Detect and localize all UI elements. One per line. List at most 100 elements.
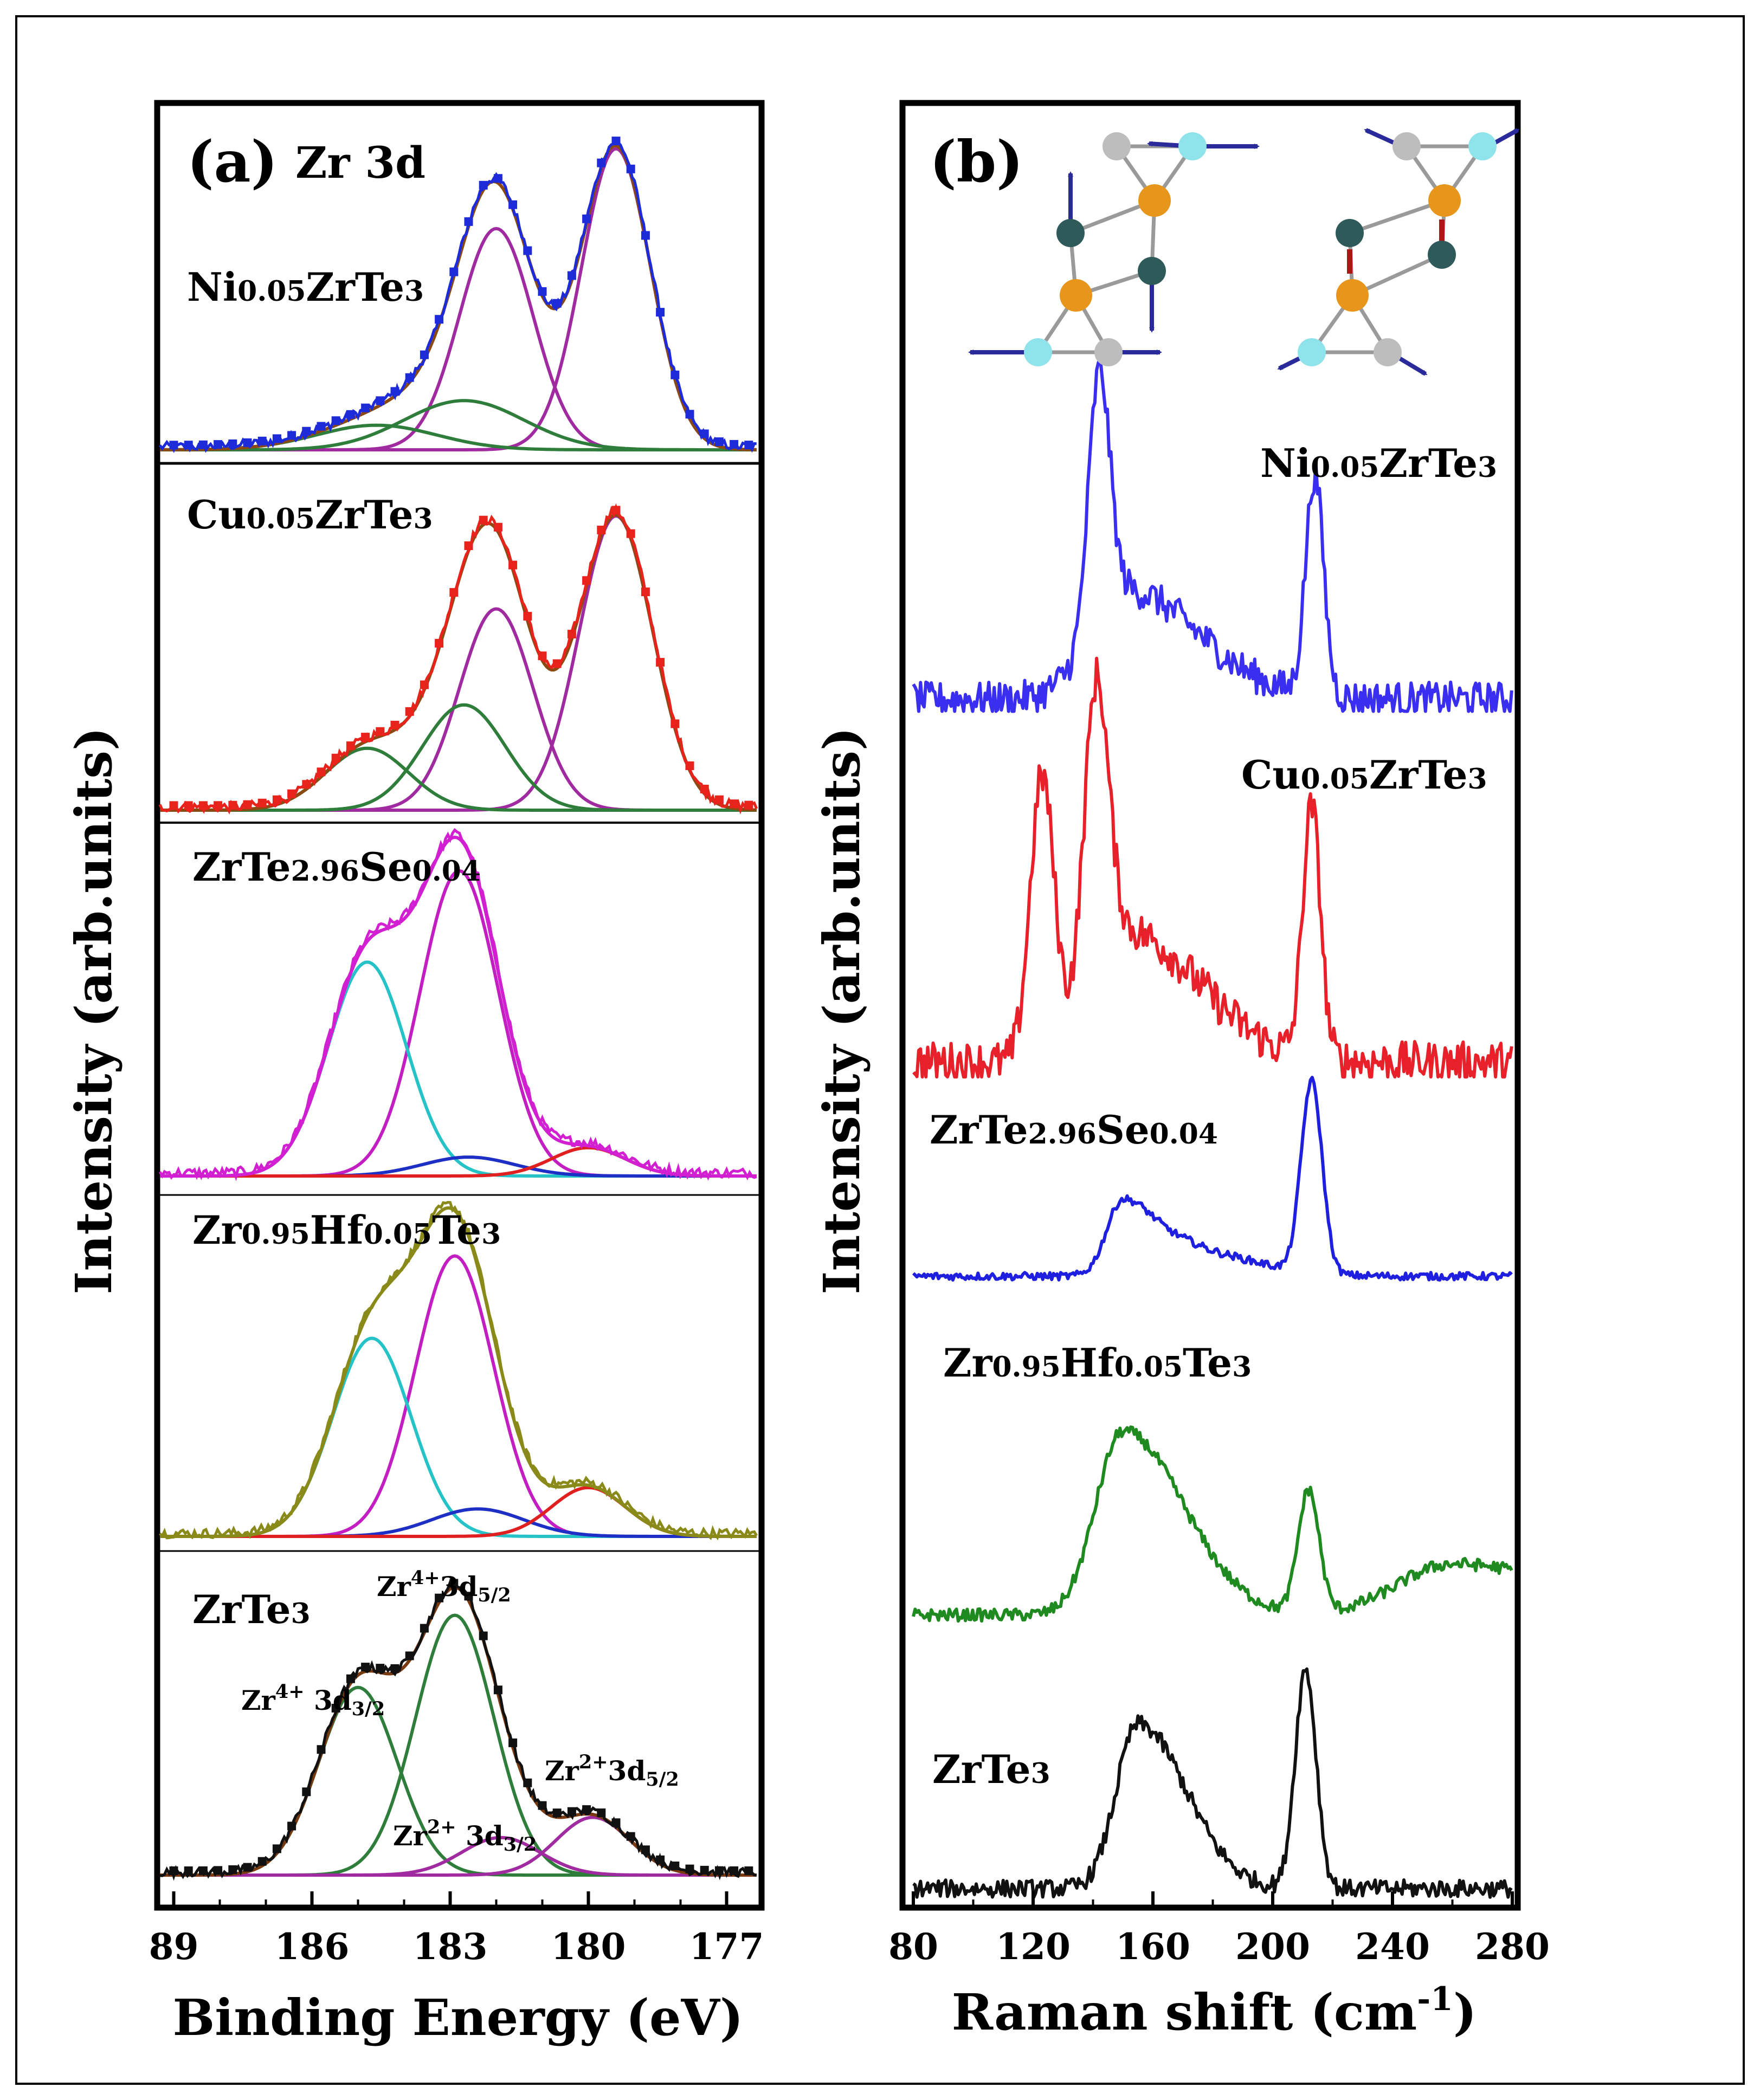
xps-spectrum: Ni0.05ZrTe3 [158,137,757,454]
sample-base: Zr [192,1207,242,1253]
data-marker [405,1651,414,1660]
data-marker [317,422,326,431]
data-marker [685,761,694,770]
data-marker [582,214,591,223]
data-marker [479,180,488,190]
data-marker [228,439,237,448]
sample-label: Zr0.95Hf0.05Te3 [943,1340,1252,1386]
data-marker [198,440,208,449]
panel-b-xlabel-main: Raman shift (cm [952,1983,1417,2041]
data-marker [376,396,385,405]
raman-trace [912,656,1513,1079]
data-marker [257,1857,267,1866]
data-marker [700,429,709,438]
data-marker [449,1579,459,1588]
data-marker [405,707,414,716]
sample-base: ZrTe [192,1586,291,1632]
data-marker [435,315,444,324]
data-marker [346,1674,355,1683]
x-tick-label: 120 [996,1925,1071,1968]
data-marker [331,753,340,763]
annotation-part: 5/2 [478,1584,511,1606]
sample-base: ZrTe [315,492,414,538]
annotation-part: 3d [456,1820,504,1852]
sample-base: Cu [187,492,247,538]
x-tick-label: 80 [888,1925,938,1968]
sample-base: Te [432,1207,481,1253]
data-marker [287,431,296,440]
data-marker [671,1862,680,1870]
annotation-part: 3d [305,1684,352,1716]
data-marker [169,801,178,810]
sample-base: Cu [1241,752,1301,798]
data-marker [597,1808,606,1818]
data-marker [523,612,532,621]
sample-subscript: 2.96 [1028,1117,1097,1151]
data-marker [552,299,562,308]
data-marker [479,1631,488,1640]
fit-component-0 [160,1254,757,1538]
sample-base: ZrTe [930,1107,1028,1153]
annotation-part: 3/2 [352,1698,385,1720]
data-marker [626,1832,635,1841]
data-marker [656,1855,665,1864]
raman-trace [912,1425,1513,1623]
data-marker [714,437,724,447]
panel-a-xlabel: Binding Energy (eV) [173,1988,744,2047]
sample-base: Se [1097,1107,1150,1153]
data-marker [671,719,680,728]
outer-frame [15,15,1745,2085]
sample-subscript: 0.04 [412,855,481,888]
fit-component-1 [160,1336,757,1538]
annotation-part: Zr [377,1571,411,1603]
sample-label: Ni0.05ZrTe3 [1260,440,1497,486]
data-marker [302,427,311,436]
raman-spectrum: Ni0.05ZrTe3 [912,356,1513,713]
panel-b-xlabel-end: ) [1453,1983,1477,2041]
sample-subscript: 3 [291,1597,311,1630]
annotation-part: 4+ [275,1681,305,1703]
phonon-mode-right [1277,128,1520,376]
sample-base: ZrTe [1379,440,1478,486]
fit-component-2 [160,703,757,812]
data-marker [257,798,267,807]
annotation-part: Zr [393,1820,427,1852]
sample-base: Hf [1061,1340,1117,1386]
annotation-part: Zr [545,1755,579,1787]
data-marker [700,785,709,793]
panel-a-letter: (a) [187,128,278,195]
data-marker [287,789,296,798]
data-marker [214,801,223,810]
data-marker [597,158,606,167]
data-marker [626,529,635,538]
annotation-part: 4+ [411,1567,440,1589]
fit-component-1 [160,960,757,1178]
sample-subscript: 0.05 [247,502,315,535]
sample-base: ZrTe [932,1746,1031,1792]
sample-subscript: 3 [1031,1757,1050,1790]
annotation-part: 5/2 [646,1768,679,1791]
peak-annotation: Zr4+ 3d3/2 [241,1681,385,1720]
data-marker [420,350,429,359]
sample-subscript: 0.05 [1114,1351,1183,1384]
data-marker [538,1801,547,1810]
fit-component-0 [160,514,757,812]
sample-subscript: 0.05 [1311,451,1379,484]
data-marker [228,1865,237,1874]
sample-base: Ni [1260,440,1311,486]
data-marker [420,680,429,689]
sample-subscript: 0.05 [1301,763,1369,796]
panel-a-level: Zr 3d [295,137,426,188]
xps-spectrum: Zr0.95Hf0.05Te3 [159,1200,758,1541]
data-marker [730,440,739,449]
data-marker [567,271,576,280]
measured-data [158,503,758,815]
data-marker [744,441,753,450]
data-marker [198,801,208,810]
panel-b-plot: Ni0.05ZrTe3Cu0.05ZrTe3ZrTe2.96Se0.04Zr0.… [888,356,1550,1968]
fit-component-0 [160,869,757,1178]
sample-subscript: 0.05 [237,275,306,308]
panel-b-frame [899,100,1521,1911]
data-marker [287,1821,296,1831]
